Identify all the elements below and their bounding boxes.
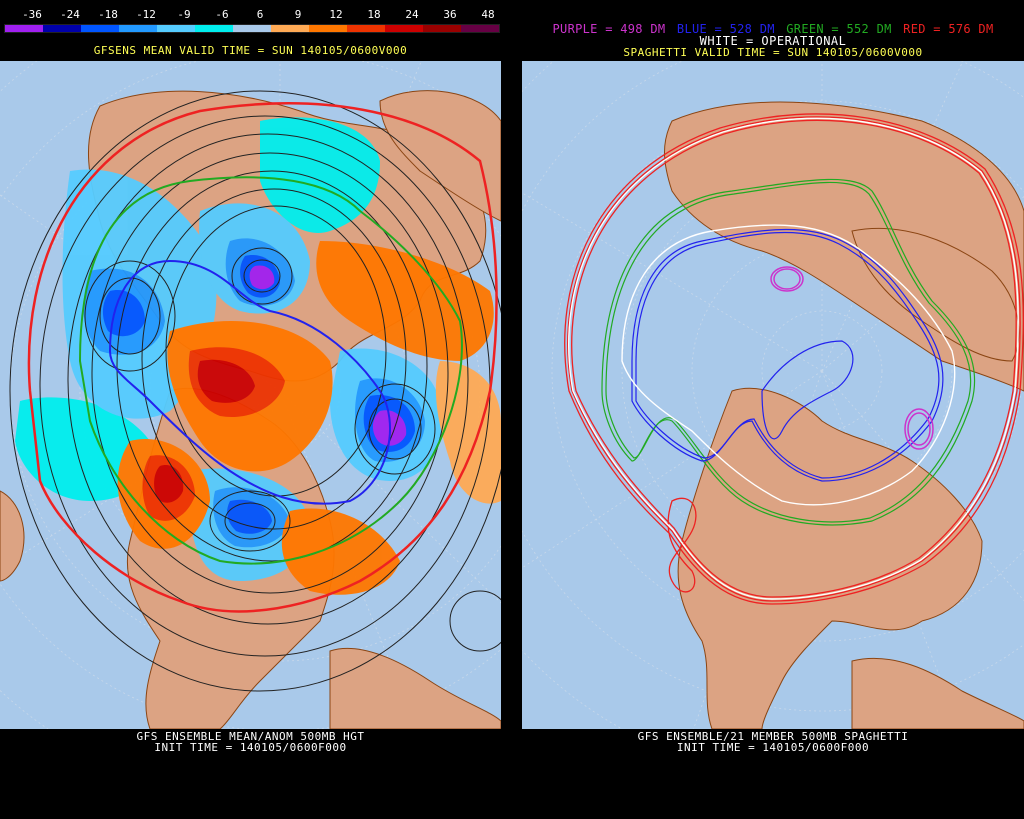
ensemble-mean-anomaly-panel: -36 -24 -18 -12 -9 -6 6 9 12 18 24 36 48… xyxy=(0,0,501,819)
colorbar-swatch xyxy=(5,25,43,32)
purple-498-members xyxy=(770,266,934,450)
height-contours xyxy=(9,90,501,692)
colorbar-swatch xyxy=(119,25,157,32)
colorbar-swatch xyxy=(423,25,461,32)
colorbar-tick: -12 xyxy=(136,8,156,21)
colorbar-swatch xyxy=(233,25,271,32)
colorbar-swatch xyxy=(385,25,423,32)
footer-title: GFS ENSEMBLE MEAN/ANOM 500MB HGT xyxy=(136,730,365,743)
legend-red: RED = 576 DM xyxy=(903,22,994,36)
valid-time-label: SPAGHETTI VALID TIME = SUN 140105/0600V0… xyxy=(623,46,923,59)
spaghetti-panel: PURPLE = 498 DM BLUE = 528 DM GREEN = 55… xyxy=(522,0,1024,819)
spaghetti-legend: PURPLE = 498 DM BLUE = 528 DM GREEN = 55… xyxy=(522,22,1024,36)
legend-white-operational: WHITE = OPERATIONAL xyxy=(699,34,847,48)
spaghetti-map-graphic xyxy=(522,61,1024,729)
colorbar-tick: 9 xyxy=(294,8,302,21)
colorbar-tick: 12 xyxy=(329,8,343,21)
footer-init-time: INIT TIME = 140105/0600F000 xyxy=(154,741,347,754)
colorbar-tick-labels: -36 -24 -18 -12 -9 -6 6 9 12 18 24 36 48 xyxy=(8,8,500,21)
green-552-members xyxy=(601,178,976,526)
spaghetti-map xyxy=(522,61,1024,729)
contour-528 xyxy=(108,259,391,505)
colorbar-tick: -18 xyxy=(98,8,118,21)
colorbar-swatch xyxy=(43,25,81,32)
valid-time-label: GFSENS MEAN VALID TIME = SUN 140105/0600… xyxy=(93,44,408,57)
colorbar-tick: 6 xyxy=(256,8,264,21)
colorbar-swatch xyxy=(195,25,233,32)
footer-title: GFS ENSEMBLE/21 MEMBER 500MB SPAGHETTI xyxy=(637,730,909,743)
colorbar-tick: -9 xyxy=(177,8,191,21)
colorbar-swatch xyxy=(271,25,309,32)
colorbar-tick: -24 xyxy=(60,8,80,21)
colorbar-tick: 18 xyxy=(367,8,381,21)
colorbar-swatch xyxy=(309,25,347,32)
colorbar-tick: 48 xyxy=(481,8,495,21)
colorbar-tick: -36 xyxy=(22,8,42,21)
spaghetti-contours xyxy=(564,113,1024,605)
legend-green: GREEN = 552 DM xyxy=(786,22,892,36)
colorbar-swatch xyxy=(81,25,119,32)
white-operational xyxy=(568,117,1019,600)
anomaly-colorbar xyxy=(4,24,500,33)
anomaly-map-graphic xyxy=(0,61,501,729)
colorbar-tick: 36 xyxy=(443,8,457,21)
contour-576 xyxy=(27,102,498,613)
colorbar-swatch xyxy=(157,25,195,32)
footer-init-time: INIT TIME = 140105/0600F000 xyxy=(676,741,870,754)
red-576-members xyxy=(564,113,1024,605)
colorbar-tick: -6 xyxy=(215,8,229,21)
blue-528-members xyxy=(631,228,944,482)
contour-552 xyxy=(78,176,463,565)
colorbar-swatch xyxy=(347,25,385,32)
panel-divider xyxy=(501,0,522,819)
colorbar-swatch xyxy=(461,25,499,32)
colorbar-tick: 24 xyxy=(405,8,419,21)
legend-blue: BLUE = 528 DM xyxy=(676,22,775,36)
anomaly-map xyxy=(0,61,501,729)
anomaly-shading xyxy=(15,117,501,595)
legend-purple: PURPLE = 498 DM xyxy=(552,22,666,36)
